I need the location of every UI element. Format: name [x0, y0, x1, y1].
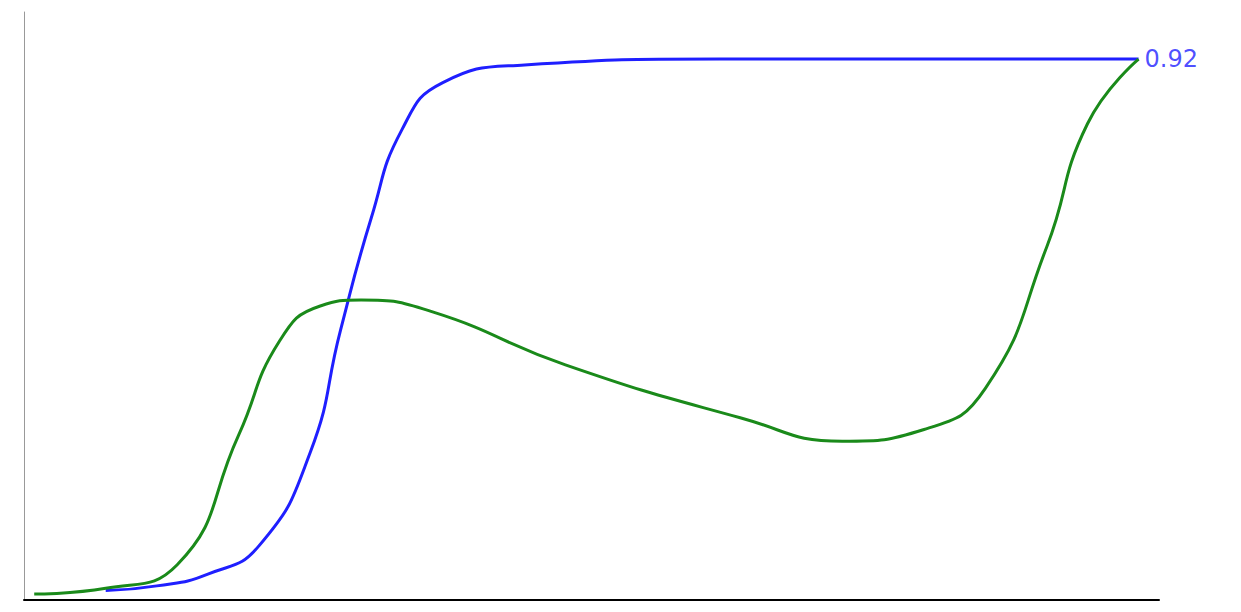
svg-text:0.92: 0.92	[1145, 45, 1198, 73]
